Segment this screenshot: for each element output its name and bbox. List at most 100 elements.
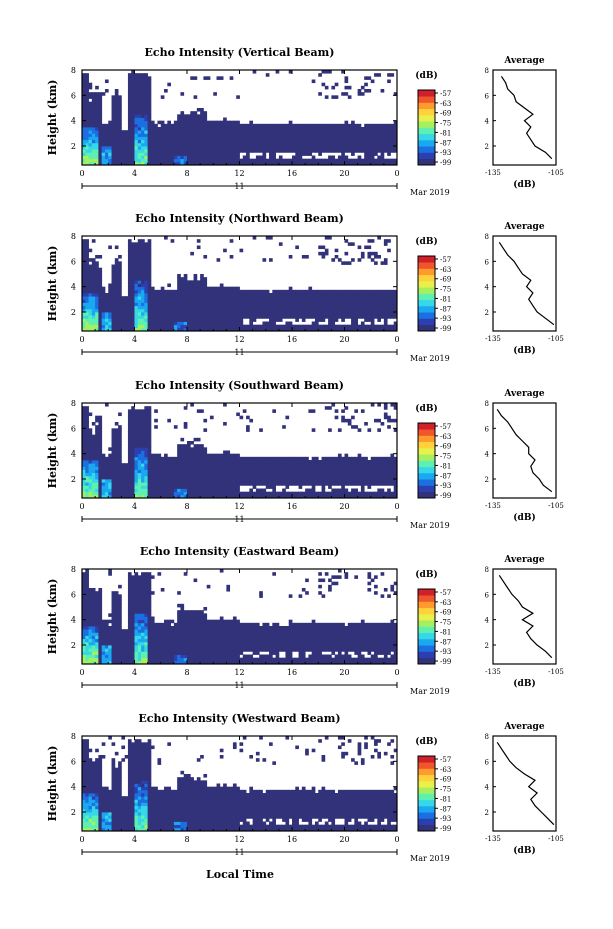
heatmap-cell [104,403,109,407]
heatmap-cell [85,293,89,297]
heatmap-cell [190,318,194,322]
heatmap-cell [226,456,231,461]
heatmap-cell [354,123,359,128]
heatmap-cell [85,76,89,80]
profile-x-tick-label: -105 [548,169,564,177]
heatmap-cell [85,635,89,640]
heatmap-cell [104,161,109,166]
heatmap-cell [324,149,329,153]
heatmap-cell [321,327,326,332]
heatmap-cell [196,485,201,489]
heatmap-cell [246,456,250,461]
heatmap-cell [387,149,391,153]
heatmap-cell [111,114,116,118]
heatmap-cell [118,264,122,269]
heatmap-cell [170,161,175,166]
heatmap-cell [88,460,93,464]
heatmap-cell [147,312,152,316]
heatmap-cell [187,327,191,332]
heatmap-cell [380,463,385,467]
heatmap-cell [177,482,181,486]
heatmap-cell [88,305,93,310]
heatmap-cell [354,324,359,329]
heatmap-cell [203,161,208,166]
heatmap-cell [344,418,349,423]
heatmap-cell [305,130,309,134]
heatmap-cell [354,327,359,332]
heatmap-cell [164,289,168,294]
heatmap-cell [252,236,257,240]
heatmap-cell [111,302,116,307]
heatmap-cell [337,289,342,294]
heatmap-cell [127,127,132,131]
heatmap-cell [354,299,359,303]
heatmap-cell [203,479,208,483]
heatmap-cell [262,149,267,153]
heatmap-cell [272,299,276,303]
heatmap-cell [85,324,89,329]
heatmap-cell [216,469,221,474]
heatmap-cell [144,248,149,253]
heatmap-cell [95,152,99,156]
heatmap-cell [98,289,103,294]
heatmap-cell [134,418,139,423]
heatmap-cell [147,299,152,303]
heatmap-cell [393,296,398,300]
heatmap-cell [295,491,299,496]
heatmap-cell [364,466,368,470]
heatmap-cell [219,130,224,134]
heatmap-cell [190,114,194,118]
colorbar-swatch [418,281,435,288]
heatmap-cell [134,95,139,99]
heatmap-cell [167,308,171,313]
heatmap-cell [141,130,145,134]
y-tick-label: 8 [71,232,76,241]
heatmap-cell [246,158,250,163]
heatmap-cell [134,251,139,256]
heatmap-cell [111,95,116,99]
heatmap-cell [85,428,89,432]
heatmap-cell [95,85,99,90]
heatmap-cell [288,327,293,332]
heatmap-cell [154,494,158,499]
heatmap-cell [203,123,208,128]
heatmap-cell [206,321,211,326]
heatmap-cell [91,422,96,426]
heatmap-cell [111,136,116,141]
heatmap-cell [318,463,322,467]
heatmap-cell [246,327,250,332]
heatmap-cell [301,463,306,467]
heatmap-cell [134,479,139,483]
heatmap-cell [183,293,188,297]
heatmap-cell [118,312,122,316]
heatmap-cell [219,315,224,319]
heatmap-cell [377,158,381,163]
heatmap-cell [91,146,96,150]
heatmap-cell [269,318,273,322]
heatmap-cell [95,441,99,445]
heatmap-cell [209,491,214,496]
heatmap-cell [177,296,181,300]
heatmap-cell [82,657,86,662]
heatmap-cell [111,488,116,493]
heatmap-cell [141,251,145,256]
heatmap-cell [88,274,93,278]
heatmap-cell [127,130,132,134]
heatmap-cell [387,315,391,319]
heatmap-cell [154,479,158,483]
heatmap-cell [101,302,106,307]
heatmap-cell [223,161,227,166]
heatmap-cell [370,460,375,464]
heatmap-cell [239,327,244,332]
heatmap-cell [209,460,214,464]
heatmap-cell [321,293,326,297]
heatmap-cell [131,318,135,322]
heatmap-cell [282,491,286,496]
heatmap-cell [95,277,99,281]
heatmap-cell [331,456,336,461]
heatmap-cell [341,289,345,294]
heatmap-cell [357,136,362,141]
heatmap-cell [331,488,336,493]
panel-1: Echo Intensity (Vertical Beam)2468Height… [46,46,564,197]
heatmap-cell [150,488,155,493]
